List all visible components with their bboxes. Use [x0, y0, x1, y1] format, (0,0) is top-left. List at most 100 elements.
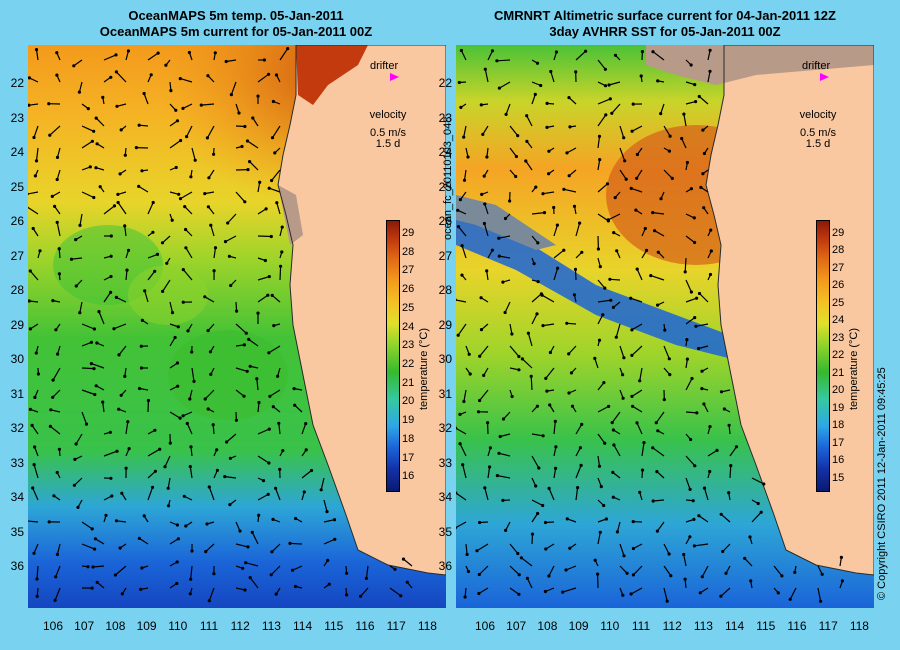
vector-head — [294, 516, 298, 521]
current-vector — [98, 311, 105, 325]
current-vector — [685, 378, 693, 391]
vector-head — [273, 151, 277, 155]
vector-head — [497, 451, 501, 455]
vector-head — [719, 594, 723, 598]
vector-head — [92, 367, 96, 371]
current-vector — [663, 587, 668, 602]
vector-head — [486, 421, 490, 425]
vector-head — [668, 373, 672, 377]
vector-head — [74, 284, 78, 288]
current-vector — [548, 565, 555, 577]
vector-head — [247, 337, 251, 341]
current-vector — [652, 51, 665, 61]
vector-head — [288, 541, 292, 545]
left-title-line1: OceanMAPS 5m temp. 05-Jan-2011 — [128, 8, 344, 23]
vector-head — [50, 194, 54, 198]
vector-head — [602, 381, 606, 385]
vector-head — [251, 116, 255, 120]
vector-head — [607, 404, 611, 408]
current-vector — [499, 81, 511, 89]
vector-head — [683, 577, 687, 581]
current-vector — [182, 411, 193, 417]
vector-head — [547, 574, 551, 578]
copyright-label: © Copyright CSIRO 2011 12-Jan-2011 09:45… — [876, 367, 888, 600]
current-vector — [78, 81, 83, 93]
current-vector — [81, 367, 95, 370]
current-vector — [75, 433, 83, 445]
current-vector — [180, 191, 193, 200]
vector-head — [149, 73, 153, 77]
vector-head — [32, 551, 36, 555]
vector-head — [55, 73, 59, 77]
current-vector — [597, 114, 607, 127]
current-vector — [92, 565, 105, 568]
vector-head — [207, 176, 211, 180]
vector-head — [188, 592, 192, 596]
current-vector — [279, 48, 289, 61]
vector-head — [543, 589, 547, 594]
current-vector — [29, 270, 39, 281]
vector-head — [170, 218, 174, 222]
current-vector — [562, 587, 577, 593]
vector-head — [462, 178, 467, 182]
vector-head — [516, 551, 520, 556]
current-vector — [619, 169, 627, 180]
vector-head — [697, 291, 702, 296]
vector-head — [638, 490, 642, 494]
vector-head — [262, 58, 266, 62]
vector-head — [188, 397, 192, 401]
vector-head — [622, 554, 626, 558]
vector-head — [184, 246, 188, 250]
current-vector — [575, 424, 583, 435]
lat-tick: 32 — [438, 421, 452, 435]
vector-head — [688, 535, 692, 539]
vector-head — [104, 513, 108, 517]
current-vector — [201, 103, 215, 106]
vector-head — [94, 116, 98, 120]
current-vector — [531, 499, 543, 507]
lat-tick: 28 — [438, 283, 452, 297]
vector-head — [280, 250, 284, 254]
vector-head — [719, 390, 724, 394]
vector-head — [204, 550, 208, 554]
vector-head — [140, 566, 144, 570]
velocity-time-right: 1.5 d — [805, 138, 831, 150]
current-vector — [456, 492, 467, 501]
vector-head — [695, 411, 699, 415]
vector-head — [185, 135, 189, 139]
vector-head — [654, 421, 658, 425]
vector-head — [562, 187, 566, 191]
vector-head — [267, 186, 271, 190]
vector-head — [69, 257, 74, 261]
vector-head — [184, 524, 188, 528]
current-vector — [147, 448, 161, 457]
vector-head — [333, 537, 337, 541]
current-vector — [235, 323, 247, 334]
vector-head — [630, 129, 634, 133]
vector-head — [264, 207, 268, 211]
current-vector — [530, 376, 533, 391]
vector-head — [164, 63, 168, 67]
current-vector — [619, 565, 628, 574]
vector-head — [286, 47, 290, 51]
vector-head — [693, 83, 697, 87]
drifter-label-left: drifter — [370, 60, 399, 72]
vector-head — [708, 272, 713, 277]
vector-head — [692, 544, 696, 548]
current-vector — [707, 449, 718, 457]
vector-head — [548, 350, 552, 355]
current-vector — [631, 187, 643, 193]
vector-head — [508, 199, 512, 203]
lon-tick: 108 — [105, 619, 126, 633]
vector-head — [609, 298, 613, 302]
current-vector — [611, 411, 621, 423]
current-vector — [35, 147, 39, 161]
vector-head — [631, 404, 635, 408]
current-vector — [479, 345, 489, 357]
current-vector — [213, 247, 217, 259]
vector-head — [477, 591, 481, 596]
current-vector — [652, 212, 665, 215]
vector-head — [101, 95, 105, 99]
vector-head — [51, 395, 55, 399]
vector-head — [689, 187, 693, 191]
